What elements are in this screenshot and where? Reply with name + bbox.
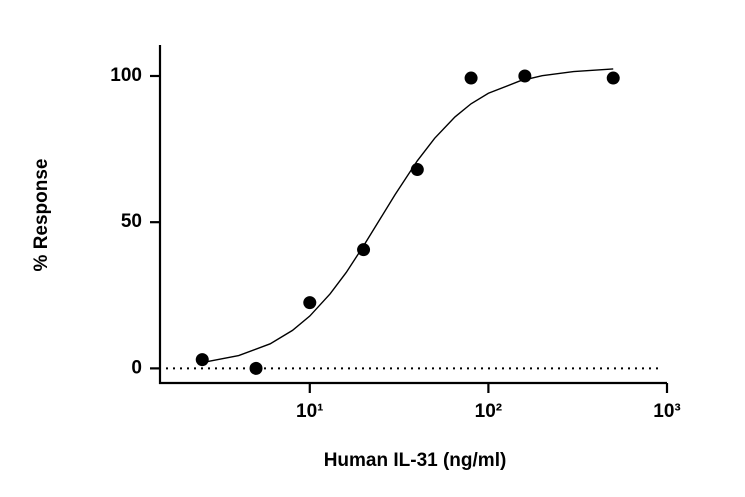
y-tick-label: 0 (131, 357, 142, 378)
data-point (249, 361, 263, 375)
x-tick-label: 10² (475, 401, 502, 422)
fit-curve (202, 68, 614, 364)
data-point (410, 163, 424, 177)
x-axis-title: Human IL-31 (ng/ml) (324, 450, 507, 471)
data-point (195, 353, 209, 367)
x-tick-label: 10¹ (296, 401, 323, 422)
data-point (303, 296, 317, 310)
y-tick-label: 50 (121, 211, 142, 232)
x-tick-label: 10³ (653, 401, 680, 422)
y-axis-title: % Response (31, 159, 52, 272)
y-tick-label: 100 (110, 65, 142, 86)
data-point (464, 71, 478, 85)
data-point (357, 243, 371, 257)
data-point (606, 71, 620, 85)
